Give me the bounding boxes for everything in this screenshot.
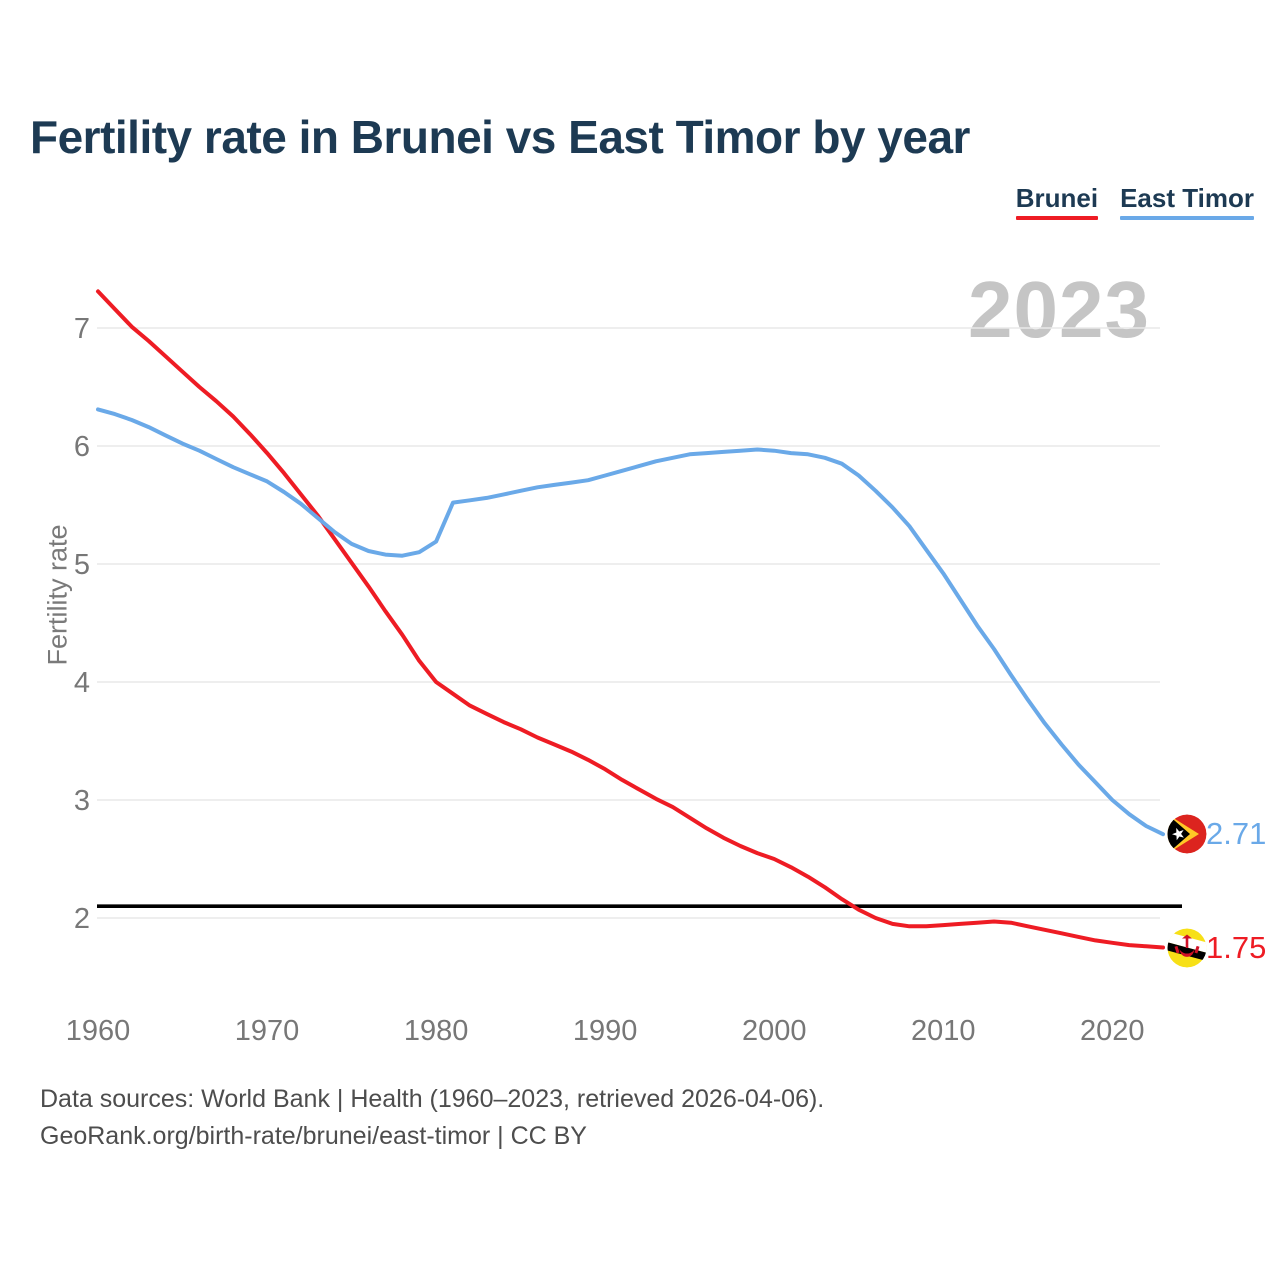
x-tick-label-1970: 1970 [235,1015,300,1047]
x-tick-label-2010: 2010 [911,1015,976,1047]
brunei-flag-icon [1167,928,1207,968]
series-line-brunei [96,289,1165,950]
end-value-brunei: 1.75 [1206,930,1267,965]
series-line-east-timor [96,407,1165,837]
y-tick-label-4: 4 [74,667,90,699]
y-tick-label-7: 7 [74,313,90,345]
legend-label-east-timor: East Timor [1120,183,1254,213]
legend-item-brunei[interactable]: Brunei [1015,183,1099,220]
data-source-note: Data sources: World Bank | Health (1960–… [40,1081,824,1155]
year-watermark: 2023 [968,265,1150,354]
east-timor-flag-icon [1167,814,1207,854]
source-line-2: GeoRank.org/birth-rate/brunei/east-timor… [40,1122,587,1150]
y-tick-label-5: 5 [74,549,90,581]
legend-item-east-timor[interactable]: East Timor [1120,184,1254,220]
y-tick-label-6: 6 [74,431,90,463]
page-title: Fertility rate in Brunei vs East Timor b… [30,111,970,163]
x-tick-label-2000: 2000 [742,1015,807,1047]
y-tick-label-3: 3 [74,785,90,817]
legend-label-brunei: Brunei [1015,183,1099,213]
legend: Brunei East Timor [1015,183,1254,220]
end-value-east-timor: 2.71 [1206,816,1267,851]
y-tick-label-2: 2 [74,903,90,935]
x-tick-label-1980: 1980 [404,1015,469,1047]
x-tick-label-1990: 1990 [573,1015,638,1047]
legend-underline-brunei [1015,215,1099,220]
x-tick-label-2020: 2020 [1080,1015,1145,1047]
source-line-1: Data sources: World Bank | Health (1960–… [40,1085,825,1113]
x-tick-label-1960: 1960 [66,1015,131,1047]
legend-underline-east-timor [1120,215,1254,220]
